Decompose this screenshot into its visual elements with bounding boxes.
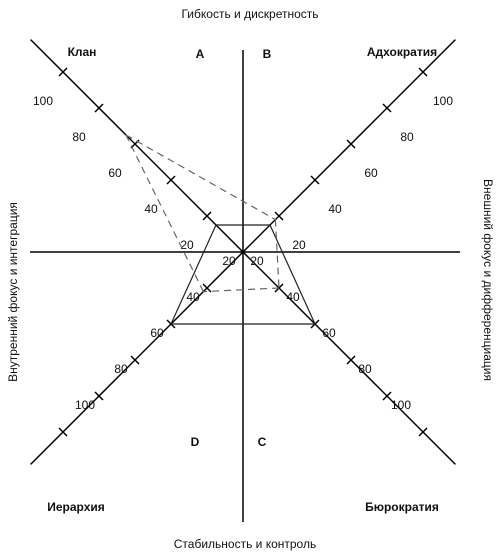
axis-title-bottom: Стабильность и контроль	[174, 537, 316, 551]
tick-mark	[94, 103, 104, 113]
radial-axis	[30, 39, 244, 253]
tick-mark	[202, 283, 212, 293]
tick-mark	[418, 67, 428, 77]
tick-mark	[202, 211, 212, 221]
tick-label: 20	[250, 254, 264, 268]
tick-label: 40	[328, 202, 342, 216]
radial-axis	[242, 39, 456, 253]
tick-label: 100	[433, 94, 453, 108]
profile-edge	[203, 287, 280, 293]
tick-mark	[58, 427, 68, 437]
tick-label: 80	[400, 130, 414, 144]
tick-mark	[382, 103, 392, 113]
tick-mark	[58, 67, 68, 77]
category-label: Бюрократия	[365, 500, 439, 514]
axis-title-left: Внутренний фокус и интеграция	[6, 202, 20, 382]
tick-label: 40	[286, 290, 300, 304]
tick-mark	[310, 175, 320, 185]
tick-label: 20	[222, 254, 236, 268]
tick-mark	[346, 355, 356, 365]
tick-label: 80	[72, 130, 86, 144]
tick-label: 40	[144, 202, 158, 216]
tick-label: 60	[322, 326, 336, 340]
tick-mark	[346, 139, 356, 149]
tick-label: 80	[114, 362, 128, 376]
radial-axis	[30, 251, 244, 465]
tick-label: 20	[292, 238, 306, 252]
profile-edge	[170, 224, 217, 325]
tick-label: 100	[33, 94, 53, 108]
tick-label: 40	[186, 290, 200, 304]
tick-label: 100	[75, 398, 95, 412]
radial-axis	[242, 251, 456, 465]
profile-edge	[125, 134, 276, 221]
tick-label: 100	[391, 398, 411, 412]
tick-mark	[418, 427, 428, 437]
tick-mark	[94, 391, 104, 401]
category-label: Иерархия	[47, 500, 105, 514]
tick-label: 80	[358, 362, 372, 376]
axis-title-right: Внешний фокус и дифференциация	[481, 179, 495, 381]
quadrant-letter: B	[263, 47, 272, 61]
category-label: Адхократия	[367, 45, 437, 59]
tick-label: 20	[180, 238, 194, 252]
quadrant-letter: A	[196, 47, 205, 61]
tick-mark	[274, 211, 284, 221]
tick-mark	[130, 355, 140, 365]
quadrant-letter: C	[258, 435, 267, 449]
tick-label: 60	[364, 166, 378, 180]
tick-label: 60	[150, 326, 164, 340]
tick-mark	[166, 175, 176, 185]
profile-edge	[269, 224, 316, 325]
tick-label: 60	[108, 166, 122, 180]
profile-edge	[125, 134, 204, 292]
profile-edge	[274, 219, 280, 289]
axis-title-top: Гибкость и дискретность	[181, 7, 318, 21]
quadrant-letter: D	[191, 435, 200, 449]
category-label: Клан	[68, 45, 97, 59]
tick-mark	[382, 391, 392, 401]
